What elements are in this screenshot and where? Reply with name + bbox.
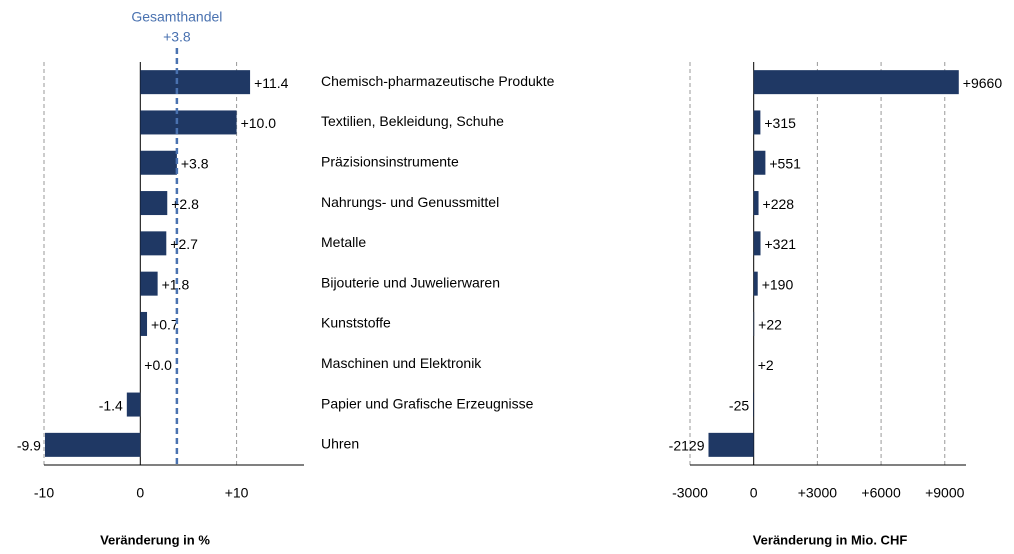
- x-axis-label: Veränderung in %: [100, 532, 210, 547]
- value-label: -1.4: [99, 397, 123, 413]
- x-axis-label: Veränderung in Mio. CHF: [753, 532, 908, 547]
- category-label: Kunststoffe: [321, 315, 391, 331]
- value-label: -2129: [669, 438, 705, 454]
- bar: [140, 311, 148, 336]
- value-label: +315: [764, 115, 796, 131]
- category-label: Metalle: [321, 234, 366, 250]
- value-label: +11.4: [254, 75, 289, 91]
- bar: [140, 191, 168, 216]
- reference-name: Gesamthandel: [131, 9, 222, 25]
- x-tick-label: +3000: [798, 485, 838, 501]
- value-label: +0.0: [144, 357, 172, 373]
- value-label: +1.8: [162, 276, 190, 292]
- value-label: +22: [758, 317, 782, 333]
- bar: [753, 191, 759, 216]
- value-label: +228: [763, 196, 795, 212]
- x-tick-label: 0: [136, 485, 144, 501]
- value-label: +10.0: [241, 115, 277, 131]
- category-label: Chemisch-pharmazeutische Produkte: [321, 73, 555, 89]
- x-tick-label: +9000: [925, 485, 965, 501]
- reference-label: +3.8: [163, 29, 191, 45]
- category-label: Präzisionsinstrumente: [321, 153, 459, 169]
- bar: [126, 392, 141, 417]
- x-tick-label: -10: [34, 485, 54, 501]
- bar: [140, 110, 237, 135]
- category-label: Papier und Grafische Erzeugnisse: [321, 395, 534, 411]
- value-label: +2: [758, 357, 774, 373]
- value-label: +2.8: [171, 196, 199, 212]
- category-label: Bijouterie und Juwelierwaren: [321, 274, 500, 290]
- value-label: +321: [765, 236, 797, 252]
- x-tick-label: -3000: [672, 485, 708, 501]
- category-label: Uhren: [321, 436, 359, 452]
- bar: [140, 150, 177, 175]
- x-tick-label: +6000: [861, 485, 901, 501]
- bar: [140, 271, 158, 296]
- value-label: -9.9: [17, 438, 41, 454]
- bar: [753, 110, 761, 135]
- bar: [753, 231, 761, 256]
- bar: [708, 432, 754, 457]
- bar: [753, 392, 754, 417]
- value-label: -25: [729, 397, 749, 413]
- bar: [140, 70, 251, 95]
- x-tick-label: +10: [225, 485, 249, 501]
- bar: [44, 432, 141, 457]
- bar: [140, 231, 167, 256]
- value-label: +0.7: [151, 317, 179, 333]
- category-label: Textilien, Bekleidung, Schuhe: [321, 113, 504, 129]
- value-label: +2.7: [170, 236, 198, 252]
- x-tick-label: 0: [750, 485, 758, 501]
- category-label: Nahrungs- und Genussmittel: [321, 194, 499, 210]
- value-label: +190: [762, 276, 794, 292]
- value-label: +3.8: [181, 155, 209, 171]
- bar: [753, 150, 766, 175]
- bar: [753, 271, 758, 296]
- value-label: +9660: [963, 75, 1003, 91]
- value-label: +551: [769, 155, 801, 171]
- bar: [753, 70, 959, 95]
- category-label: Maschinen und Elektronik: [321, 355, 482, 371]
